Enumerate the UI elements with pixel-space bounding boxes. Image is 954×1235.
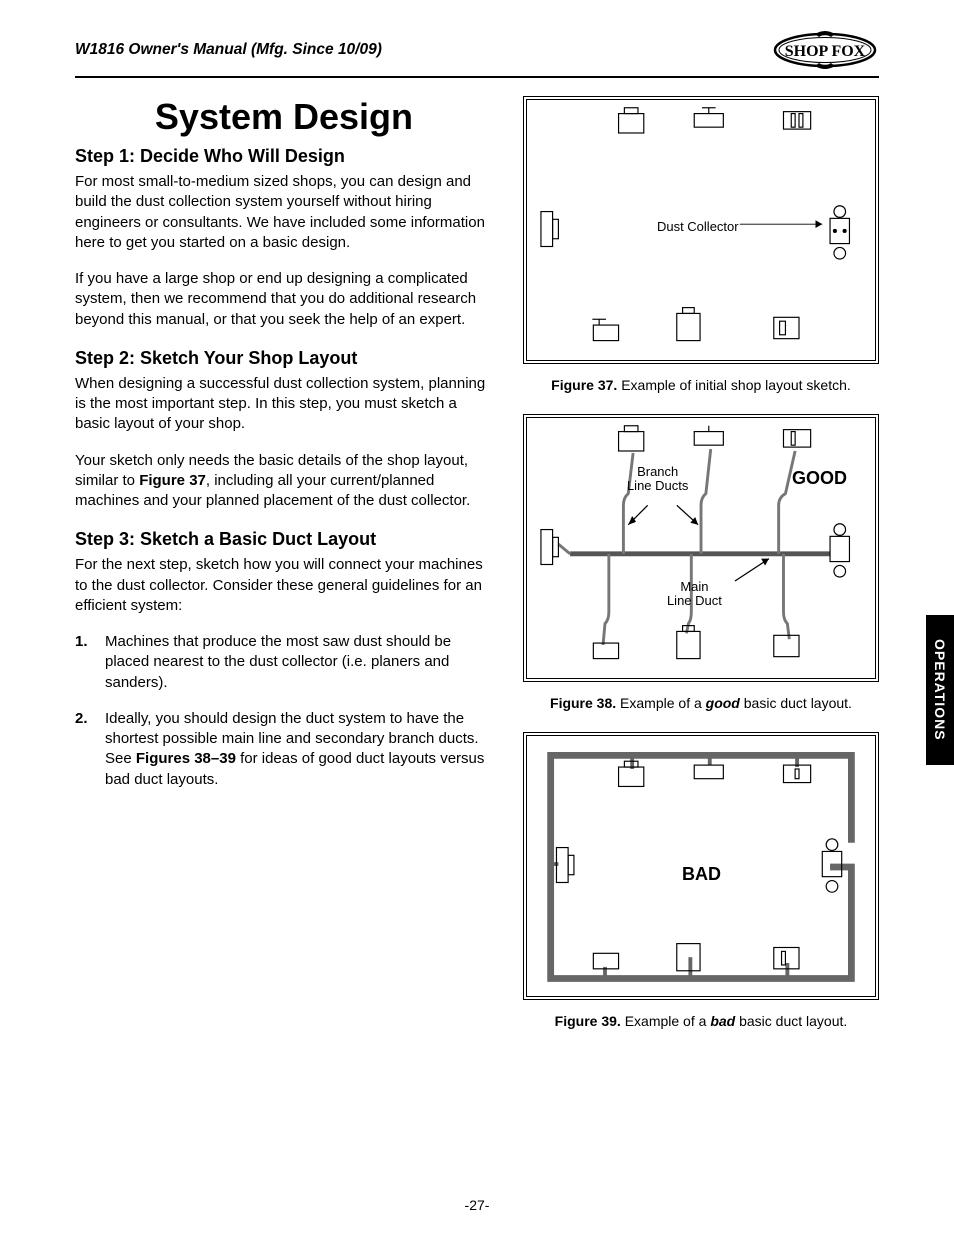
page-number: -27- [465, 1197, 490, 1213]
content-columns: System Design Step 1: Decide Who Will De… [75, 96, 879, 1045]
figure-38-caption: Figure 38. Example of a good basic duct … [523, 694, 879, 712]
guideline-item: Ideally, you should design the duct syst… [75, 709, 493, 790]
figure-label: Figure 39. [555, 1013, 621, 1029]
figure-39-diagram: BAD [523, 732, 879, 1000]
step1-p2: If you have a large shop or end up desig… [75, 269, 493, 330]
step1-p1: For most small-to-medium sized shops, yo… [75, 172, 493, 253]
figure-37-diagram: Dust Collector [523, 96, 879, 364]
right-column: Dust Collector Figure 37. Example of ini… [523, 96, 879, 1045]
left-column: System Design Step 1: Decide Who Will De… [75, 96, 493, 1045]
main-title: System Design [75, 96, 493, 138]
shop-fox-logo: SHOP FOX [771, 30, 879, 70]
figure-37-caption: Figure 37. Example of initial shop layou… [523, 376, 879, 394]
step2-p2: Your sketch only needs the basic details… [75, 451, 493, 512]
caption-em: bad [710, 1013, 735, 1029]
good-layout-svg [527, 418, 875, 678]
guideline-item: Machines that produce the most saw dust … [75, 632, 493, 693]
caption-text: Example of a [616, 695, 706, 711]
step2-heading: Step 2: Sketch Your Shop Layout [75, 348, 493, 369]
page-header: W1816 Owner's Manual (Mfg. Since 10/09) … [75, 30, 879, 78]
bad-label: BAD [682, 864, 721, 885]
main-duct-label: Main Line Duct [667, 580, 722, 609]
caption-text: basic duct layout. [740, 695, 852, 711]
branch-ducts-label: Branch Line Ducts [627, 465, 688, 494]
header-title: W1816 Owner's Manual (Mfg. Since 10/09) [75, 41, 382, 59]
caption-text: Example of initial shop layout sketch. [617, 377, 850, 393]
figure-label: Figure 38. [550, 695, 616, 711]
caption-text: Example of a [621, 1013, 711, 1029]
dust-collector-label: Dust Collector [657, 220, 739, 234]
section-tab-label: OPERATIONS [932, 639, 948, 741]
guidelines-list: Machines that produce the most saw dust … [75, 632, 493, 790]
step3-p1: For the next step, sketch how you will c… [75, 555, 493, 616]
figure-ref: Figure 37 [139, 472, 206, 489]
caption-text: basic duct layout. [735, 1013, 847, 1029]
caption-em: good [706, 695, 740, 711]
figure-39-caption: Figure 39. Example of a bad basic duct l… [523, 1012, 879, 1030]
section-tab: OPERATIONS [926, 615, 954, 765]
figure-label: Figure 37. [551, 377, 617, 393]
figure-38-diagram: Branch Line Ducts Main Line Duct GOOD [523, 414, 879, 682]
step2-p1: When designing a successful dust collect… [75, 374, 493, 435]
good-label: GOOD [792, 468, 847, 489]
step3-heading: Step 3: Sketch a Basic Duct Layout [75, 529, 493, 550]
svg-text:SHOP FOX: SHOP FOX [785, 43, 866, 60]
step1-heading: Step 1: Decide Who Will Design [75, 146, 493, 167]
figure-ref: Figures 38–39 [136, 750, 236, 767]
